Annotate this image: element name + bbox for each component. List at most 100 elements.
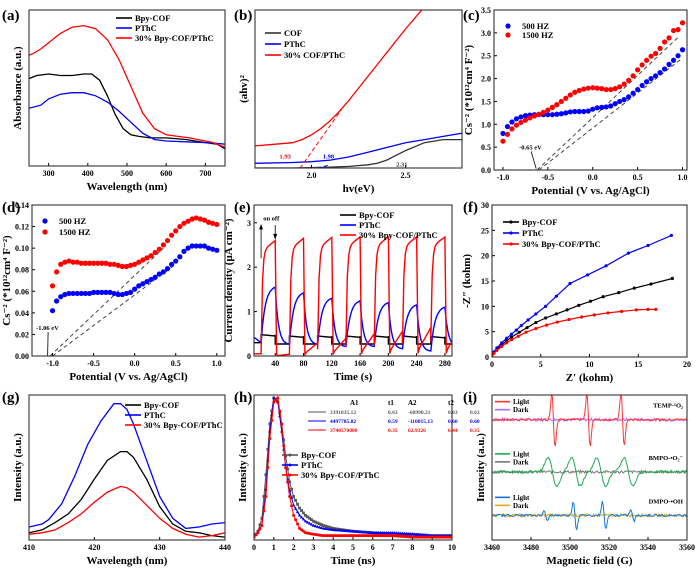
data-point bbox=[353, 529, 357, 533]
data-point bbox=[418, 532, 422, 536]
data-point bbox=[345, 529, 349, 533]
data-point bbox=[594, 105, 600, 111]
plot-frame bbox=[28, 9, 226, 167]
legend-marker bbox=[288, 453, 292, 457]
data-point bbox=[563, 95, 569, 101]
data-point bbox=[160, 269, 167, 275]
data-point bbox=[274, 398, 278, 402]
data-point bbox=[115, 291, 121, 298]
data-point bbox=[670, 276, 674, 281]
x-axis-label: Potential (V vs. Ag/AgCl) bbox=[69, 371, 188, 383]
data-point bbox=[132, 286, 138, 292]
data-point bbox=[164, 237, 171, 244]
data-point bbox=[612, 101, 618, 107]
data-point bbox=[177, 254, 183, 260]
series-line-pthc bbox=[29, 92, 225, 145]
data-point bbox=[262, 495, 266, 498]
data-point bbox=[95, 289, 101, 295]
data-point bbox=[115, 262, 121, 268]
data-point bbox=[99, 289, 105, 295]
data-point bbox=[661, 39, 668, 45]
data-point bbox=[86, 290, 93, 297]
data-point bbox=[422, 533, 426, 537]
plot-frame bbox=[28, 394, 226, 541]
y-tick-label: 3 bbox=[247, 219, 251, 228]
data-point bbox=[670, 57, 677, 63]
table-cell: 0.60 bbox=[448, 419, 458, 425]
data-point bbox=[544, 304, 548, 308]
data-point bbox=[278, 409, 282, 413]
data-point bbox=[648, 53, 654, 59]
x-tick-label: 3480 bbox=[523, 543, 539, 552]
data-point bbox=[357, 529, 361, 533]
plot-frame bbox=[493, 9, 688, 171]
data-point bbox=[280, 422, 284, 426]
data-point bbox=[630, 90, 636, 96]
legend-label: Dark bbox=[513, 502, 529, 510]
data-point bbox=[210, 220, 216, 226]
data-point bbox=[148, 253, 154, 259]
x-tick-label: 430 bbox=[154, 543, 166, 552]
data-point bbox=[82, 260, 88, 266]
data-point bbox=[581, 108, 587, 115]
table-cell: -110015.13 bbox=[408, 419, 433, 425]
fit-line bbox=[49, 247, 164, 356]
y-tick-label: 3.0 bbox=[481, 29, 491, 38]
data-point bbox=[294, 518, 298, 522]
annotation: 1.93 bbox=[279, 154, 291, 161]
data-point bbox=[111, 261, 117, 267]
data-point bbox=[260, 516, 264, 520]
data-point bbox=[268, 437, 272, 440]
data-point bbox=[505, 336, 509, 340]
data-point bbox=[169, 261, 175, 267]
legend-label: PThC bbox=[359, 220, 381, 230]
data-point bbox=[534, 312, 538, 316]
y-tick-label: 0.08 bbox=[15, 266, 29, 275]
x-tick-label: 7 bbox=[391, 543, 395, 552]
legend-marker bbox=[288, 463, 292, 467]
annotation: -1.06 eV bbox=[36, 325, 59, 332]
x-tick-label: 8 bbox=[410, 543, 414, 552]
legend-label: 1500 HZ bbox=[522, 30, 554, 40]
data-point bbox=[504, 131, 511, 137]
y-tick-label: 0 bbox=[247, 352, 251, 361]
plot-area bbox=[29, 403, 225, 538]
data-point bbox=[193, 215, 199, 221]
data-point bbox=[545, 112, 551, 118]
fit-line bbox=[536, 37, 679, 170]
x-tick-label: 1.0 bbox=[678, 173, 688, 182]
x-tick-label: 2 bbox=[292, 543, 296, 552]
x-tick-label: 0 bbox=[252, 543, 256, 552]
data-point bbox=[599, 86, 605, 92]
table-cell: 3391835.12 bbox=[330, 410, 356, 416]
x-axis-label: hv(eV) bbox=[343, 183, 375, 195]
data-point bbox=[140, 281, 146, 287]
series-line-30-bpy-cof-pthc bbox=[29, 485, 225, 538]
table-cell: 0.35 bbox=[388, 428, 398, 434]
panel-label: (e) bbox=[234, 200, 251, 216]
plot-frame bbox=[253, 394, 453, 541]
data-point bbox=[293, 506, 298, 510]
data-point bbox=[313, 524, 317, 528]
annotation: 1.98 bbox=[323, 154, 335, 161]
data-point bbox=[312, 519, 315, 523]
legend-marker bbox=[509, 220, 513, 224]
legend-label: 30% Bpy-COF/PThC bbox=[522, 239, 601, 249]
legend-label: PThC bbox=[284, 39, 306, 49]
legend-marker bbox=[509, 242, 513, 246]
data-point bbox=[568, 281, 572, 286]
data-point bbox=[565, 308, 569, 312]
data-point bbox=[86, 260, 93, 266]
data-point bbox=[152, 249, 158, 256]
data-point bbox=[321, 526, 325, 530]
data-point bbox=[317, 525, 321, 529]
data-point bbox=[325, 525, 329, 529]
data-point bbox=[632, 286, 636, 290]
x-tick-label: 300 bbox=[43, 169, 55, 178]
data-point bbox=[626, 251, 631, 255]
data-point bbox=[500, 138, 506, 144]
x-tick-label: 0 bbox=[490, 360, 494, 369]
data-point bbox=[292, 513, 296, 517]
data-point bbox=[295, 510, 300, 514]
series-line-pthc bbox=[29, 403, 225, 530]
